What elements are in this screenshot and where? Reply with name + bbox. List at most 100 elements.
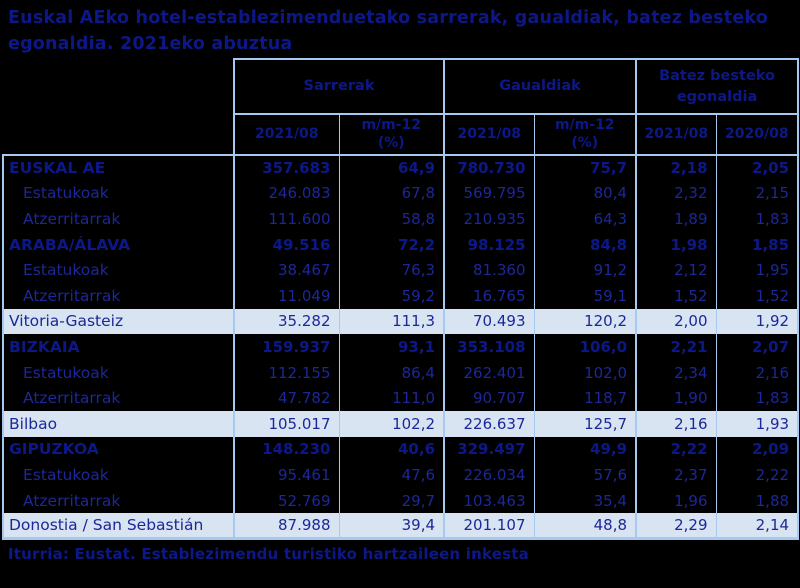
value-cell: 226.637 [443, 410, 535, 437]
value-cell: 780.730 [443, 154, 535, 181]
value-cell: 353.108 [443, 334, 535, 360]
row-label-cell: Atzerritarrak [2, 385, 234, 411]
value-cell: 64,3 [533, 206, 637, 232]
value-cell: 52.769 [233, 487, 339, 514]
value-cell: 1,95 [715, 257, 800, 283]
blank-corner-cell [3, 59, 234, 114]
value-cell: 47.782 [233, 385, 339, 411]
page-title: Euskal AEko hotel-establezimenduetako sa… [8, 8, 769, 54]
row-label-cell: Donostia / San Sebastián [2, 513, 234, 541]
table-row: Atzerritarrak 11.049 59,2 16.765 59,1 1,52 1,5… [2, 282, 800, 309]
value-cell: 98.125 [443, 231, 535, 258]
table-row: Atzerritarrak 47.782 111,0 90.707 118,7 1,90 1… [2, 385, 800, 411]
value-cell: 357.683 [233, 154, 339, 181]
value-cell: 111,0 [338, 385, 445, 411]
value-cell: 2,14 [715, 513, 800, 541]
value-cell: 35.282 [233, 308, 339, 335]
col-header-gaualdiak-2021-08: 2021/08 [443, 113, 535, 156]
value-cell: 58,8 [338, 206, 445, 232]
value-cell: 2,21 [635, 334, 717, 360]
row-label-cell: BIZKAIA [2, 334, 234, 360]
value-cell: 1,92 [715, 308, 800, 335]
value-cell: 59,1 [533, 282, 637, 309]
value-cell: 2,16 [715, 359, 800, 386]
value-cell: 2,09 [715, 436, 800, 463]
value-cell: 49.516 [233, 231, 339, 258]
value-cell: 86,4 [338, 359, 445, 386]
blank-corner-cell [3, 114, 234, 155]
row-label-cell: ARABA/ÁLAVA [2, 231, 234, 258]
value-cell: 201.107 [443, 513, 535, 541]
row-label-cell: Estatukoak [2, 180, 234, 207]
value-cell: 76,3 [338, 257, 445, 283]
value-cell: 95.461 [233, 462, 339, 488]
value-cell: 2,00 [635, 308, 717, 335]
value-cell: 1,96 [635, 487, 717, 514]
value-cell: 159.937 [233, 334, 339, 360]
row-label-cell: Estatukoak [2, 257, 234, 283]
col-header-sarrerak-2021-08: 2021/08 [233, 113, 340, 156]
value-cell: 16.765 [443, 282, 535, 309]
value-cell: 47,6 [338, 462, 445, 488]
value-cell: 148.230 [233, 436, 339, 463]
table-row: GIPUZKOA 148.230 40,6 329.497 49,9 2,22 2,09 [2, 436, 800, 463]
value-cell: 106,0 [533, 334, 637, 360]
table-row: Estatukoak 38.467 76,3 81.360 91,2 2,12 1,95 [2, 257, 800, 283]
value-cell: 93,1 [338, 334, 445, 360]
row-label-cell: Atzerritarrak [2, 487, 234, 514]
value-cell: 64,9 [338, 154, 445, 181]
value-cell: 111.600 [233, 206, 339, 232]
value-cell: 111,3 [338, 308, 445, 335]
value-cell: 2,22 [715, 462, 800, 488]
value-cell: 1,52 [635, 282, 717, 309]
table-header: Sarrerak Gaualdiak Batez besteko egonald… [3, 58, 800, 156]
row-label-cell: GIPUZKOA [2, 436, 234, 463]
value-cell: 118,7 [533, 385, 637, 411]
col-header-gaualdiak-mm12: m/m-12 (%) [533, 113, 638, 156]
value-cell: 2,18 [635, 154, 717, 181]
value-cell: 1,93 [715, 410, 800, 437]
value-cell: 2,16 [635, 410, 717, 437]
value-cell: 40,6 [338, 436, 445, 463]
value-cell: 226.034 [443, 462, 535, 488]
table-row: Bilbao 105.017 102,2 226.637 125,7 2,16 1,93 [2, 410, 800, 437]
table-row: Atzerritarrak 111.600 58,8 210.935 64,3 1,89 1… [2, 206, 800, 232]
value-cell: 125,7 [533, 410, 637, 437]
table-row: BIZKAIA 159.937 93,1 353.108 106,0 2,21 2,07 [2, 334, 800, 360]
value-cell: 246.083 [233, 180, 339, 207]
value-cell: 1,52 [715, 282, 800, 309]
value-cell: 102,2 [338, 410, 445, 437]
value-cell: 80,4 [533, 180, 637, 207]
col-header-egonaldia-2020-08: 2020/08 [715, 113, 800, 156]
row-label-cell: Vitoria-Gasteiz [2, 308, 234, 335]
value-cell: 39,4 [338, 513, 445, 541]
value-cell: 57,6 [533, 462, 637, 488]
value-cell: 120,2 [533, 308, 637, 335]
group-header-batez-besteko-egonaldia: Batez besteko egonaldia [635, 58, 800, 115]
value-cell: 262.401 [443, 359, 535, 386]
value-cell: 103.463 [443, 487, 535, 514]
value-cell: 569.795 [443, 180, 535, 207]
value-cell: 48,8 [533, 513, 637, 541]
statistics-table: Sarrerak Gaualdiak Batez besteko egonald… [2, 58, 800, 541]
table-row: Estatukoak 112.155 86,4 262.401 102,0 2,34 2,1… [2, 359, 800, 386]
value-cell: 87.988 [233, 513, 339, 541]
value-cell: 38.467 [233, 257, 339, 283]
value-cell: 84,8 [533, 231, 637, 258]
group-header-row: Sarrerak Gaualdiak Batez besteko egonald… [3, 58, 800, 115]
table-row: Vitoria-Gasteiz 35.282 111,3 70.493 120,2 2,0… [2, 308, 800, 335]
col-header-egonaldia-2021-08: 2021/08 [635, 113, 717, 156]
value-cell: 29,7 [338, 487, 445, 514]
value-cell: 35,4 [533, 487, 637, 514]
table-row: Donostia / San Sebastián 87.988 39,4 201.10… [2, 513, 800, 541]
value-cell: 210.935 [443, 206, 535, 232]
table-row: Estatukoak 95.461 47,6 226.034 57,6 2,37 2,22 [2, 462, 800, 488]
value-cell: 1,88 [715, 487, 800, 514]
value-cell: 72,2 [338, 231, 445, 258]
value-cell: 112.155 [233, 359, 339, 386]
value-cell: 2,37 [635, 462, 717, 488]
value-cell: 59,2 [338, 282, 445, 309]
row-label-cell: Estatukoak [2, 359, 234, 386]
value-cell: 2,05 [715, 154, 800, 181]
table-row: Estatukoak 246.083 67,8 569.795 80,4 2,32 2,15 [2, 180, 800, 207]
